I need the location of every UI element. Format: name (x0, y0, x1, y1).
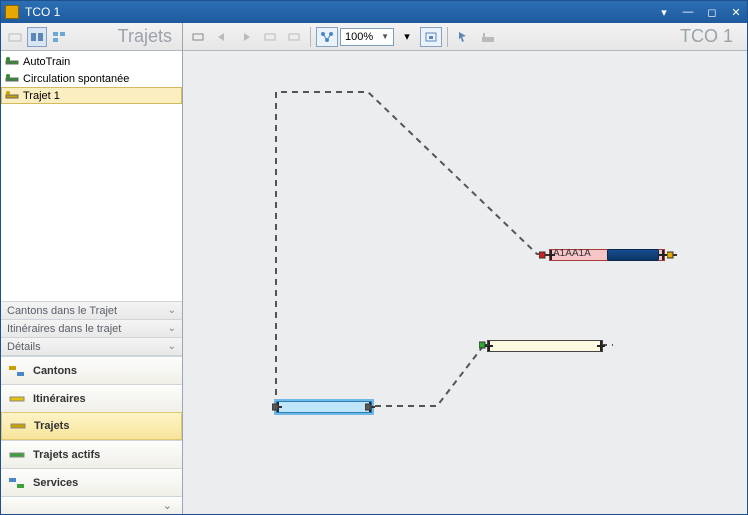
tb-print[interactable] (187, 27, 209, 47)
chevron-down-icon: ⌄ (168, 323, 176, 334)
tree-item-1[interactable]: Circulation spontanée (1, 70, 182, 87)
accordion-1[interactable]: Itinéraires dans le trajet⌄ (1, 320, 182, 338)
nav-itinéraires[interactable]: Itinéraires (1, 384, 182, 412)
signal-marker-1 (667, 250, 677, 260)
window-title: TCO 1 (25, 5, 657, 19)
block-connector (659, 250, 667, 260)
nav-services[interactable]: Services (1, 468, 182, 496)
sidebar: Trajets AutoTrainCirculation spontanéeTr… (1, 23, 183, 514)
tb-framed-dot[interactable] (420, 27, 442, 47)
maximize-button[interactable]: ◻ (705, 5, 719, 19)
chevron-down-icon: ⌄ (168, 341, 176, 352)
nav-cantons[interactable]: Cantons (1, 356, 182, 384)
tree-item-0[interactable]: AutoTrain (1, 53, 182, 70)
nav-expand[interactable]: ⌄ (1, 496, 182, 514)
canvas[interactable]: A1AA1A (183, 51, 747, 514)
accordion-0[interactable]: Cantons dans le Trajet⌄ (1, 302, 182, 320)
tb-factory-icon[interactable] (477, 27, 499, 47)
nav-trajets-actifs[interactable]: Trajets actifs (1, 440, 182, 468)
tree: AutoTrainCirculation spontanéeTrajet 1 (1, 51, 182, 251)
tb-network-icon[interactable] (316, 27, 338, 47)
locomotive-icon (607, 249, 659, 261)
track-block-1[interactable] (487, 340, 603, 352)
block-label: A1AA1A (553, 248, 591, 259)
canvas-toolbar: 100%▼ ▾ TCO 1 (183, 23, 747, 51)
tb-arrow-cursor[interactable] (453, 27, 475, 47)
signal-marker-3 (272, 402, 282, 412)
minimize-button[interactable]: — (681, 5, 695, 19)
nav-trajets[interactable]: Trajets (1, 412, 182, 440)
block-connector (597, 341, 605, 351)
canvas-title: TCO 1 (680, 26, 743, 47)
chevron-down-icon: ⌄ (168, 305, 176, 316)
tree-item-2[interactable]: Trajet 1 (1, 87, 182, 104)
zoom-select[interactable]: 100%▼ (340, 28, 394, 46)
dropdown-button[interactable]: ▾ (657, 5, 671, 19)
tb-dd[interactable]: ▾ (396, 27, 418, 47)
zoom-value: 100% (345, 31, 373, 43)
tb-rect2[interactable] (283, 27, 305, 47)
app-icon (5, 5, 19, 19)
signal-marker-2 (479, 340, 489, 350)
titlebar: TCO 1 ▾ — ◻ ✕ (1, 1, 747, 23)
sidebar-toolbar: Trajets (1, 23, 182, 51)
signal-marker-0 (539, 250, 549, 260)
track-block-2[interactable] (276, 401, 372, 413)
toolbar-btn-1[interactable] (5, 27, 25, 47)
toolbar-btn-2[interactable] (27, 27, 47, 47)
sidebar-title: Trajets (118, 26, 178, 47)
signal-marker-4 (365, 402, 375, 412)
close-button[interactable]: ✕ (729, 5, 743, 19)
toolbar-btn-3[interactable] (49, 27, 69, 47)
tb-fwd[interactable] (235, 27, 257, 47)
accordion-2[interactable]: Détails⌄ (1, 338, 182, 356)
tb-back[interactable] (211, 27, 233, 47)
tb-rect1[interactable] (259, 27, 281, 47)
